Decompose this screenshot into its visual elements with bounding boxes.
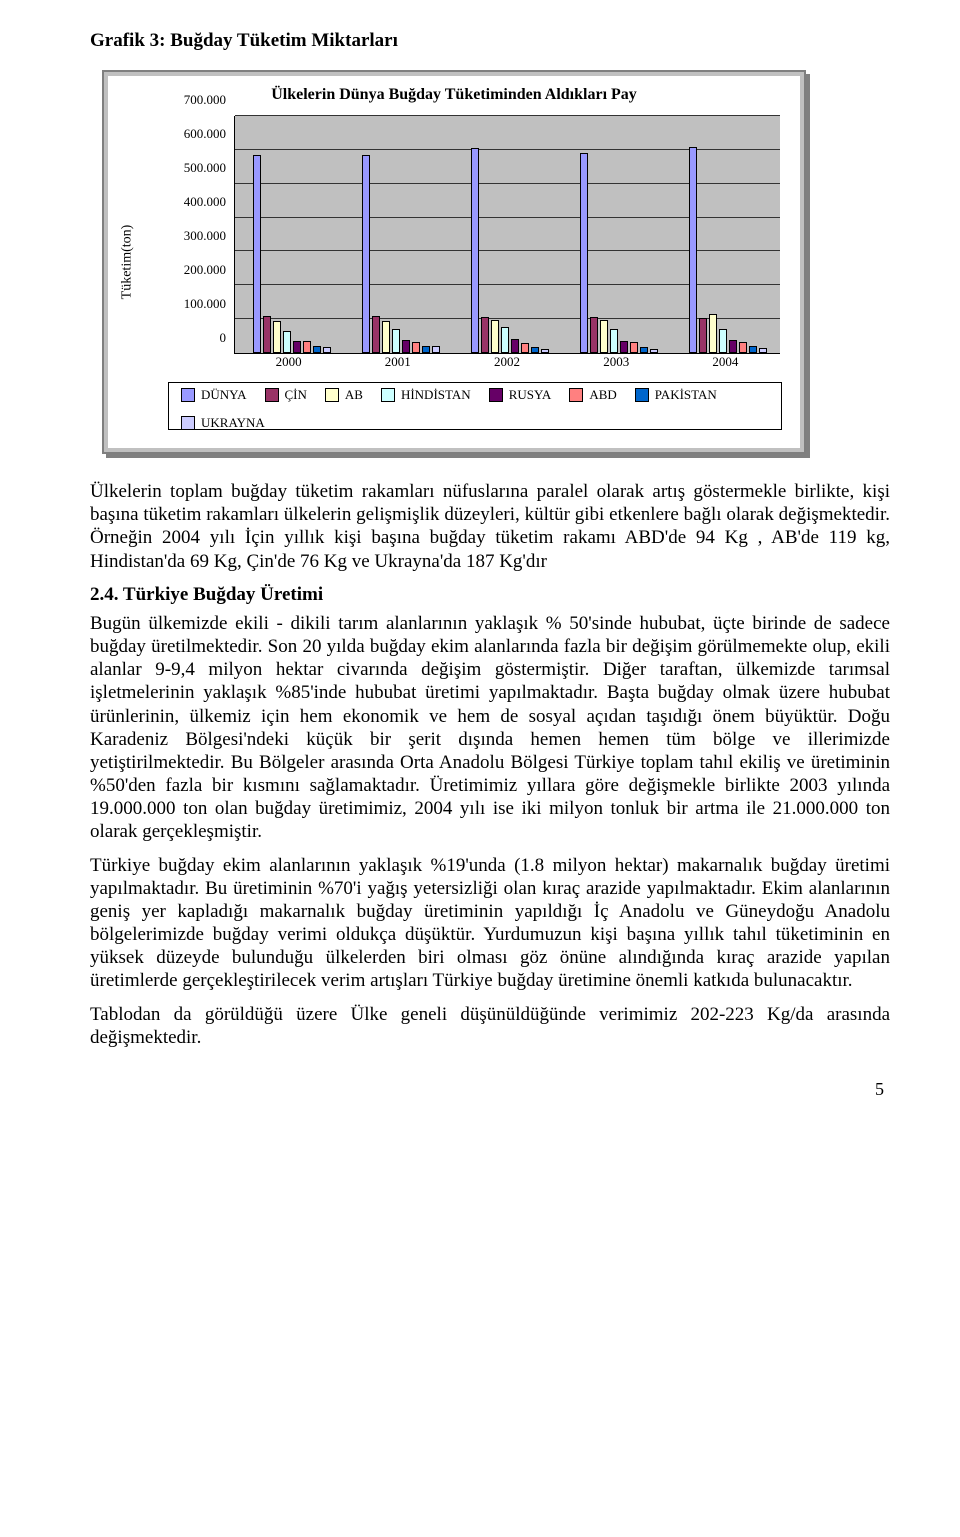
bar bbox=[511, 339, 519, 353]
legend-item: RUSYA bbox=[489, 387, 552, 403]
bar bbox=[729, 340, 737, 353]
bar bbox=[293, 341, 301, 353]
bar bbox=[749, 346, 757, 353]
bar bbox=[759, 348, 767, 353]
bar bbox=[689, 147, 697, 353]
bar bbox=[699, 318, 707, 353]
legend-label: PAKİSTAN bbox=[655, 387, 717, 403]
y-tick-label: 700.000 bbox=[184, 92, 226, 108]
y-tick-label: 300.000 bbox=[184, 228, 226, 244]
bar bbox=[273, 321, 281, 353]
legend-swatch bbox=[265, 388, 279, 402]
legend-label: UKRAYNA bbox=[201, 415, 265, 431]
y-tick-label: 500.000 bbox=[184, 160, 226, 176]
legend-swatch bbox=[635, 388, 649, 402]
bar bbox=[422, 346, 430, 353]
bar bbox=[531, 347, 539, 353]
paragraph-3: Türkiye buğday ekim alanlarının yaklaşık… bbox=[90, 854, 890, 993]
legend-item: HİNDİSTAN bbox=[381, 387, 471, 403]
bar-group bbox=[253, 155, 331, 353]
bar bbox=[630, 342, 638, 353]
legend-label: ÇİN bbox=[285, 387, 307, 403]
bar bbox=[402, 340, 410, 353]
legend-label: ABD bbox=[589, 387, 616, 403]
legend-item: UKRAYNA bbox=[181, 415, 265, 431]
bar bbox=[590, 317, 598, 353]
bar bbox=[600, 320, 608, 353]
y-tick-label: 600.000 bbox=[184, 126, 226, 142]
bar bbox=[541, 349, 549, 353]
y-tick-labels: 0 100.000 200.000 300.000 400.000 500.000 600.… bbox=[166, 116, 230, 354]
page-number: 5 bbox=[90, 1079, 890, 1100]
section-heading: 2.4. Türkiye Buğday Üretimi bbox=[90, 583, 890, 606]
bar bbox=[432, 346, 440, 353]
legend-item: AB bbox=[325, 387, 363, 403]
bar bbox=[739, 342, 747, 353]
bar bbox=[283, 331, 291, 353]
y-tick-label: 100.000 bbox=[184, 296, 226, 312]
legend-swatch bbox=[569, 388, 583, 402]
legend-item: ÇİN bbox=[265, 387, 307, 403]
x-tick-label: 2004 bbox=[712, 354, 738, 370]
bar-group bbox=[471, 148, 549, 353]
paragraph-2: Bugün ülkemizde ekili - dikili tarım ala… bbox=[90, 612, 890, 844]
y-tick-label: 400.000 bbox=[184, 194, 226, 210]
bar bbox=[719, 329, 727, 353]
bar bbox=[372, 316, 380, 353]
bar bbox=[481, 317, 489, 353]
paragraph-4: Tablodan da görüldüğü üzere Ülke geneli … bbox=[90, 1003, 890, 1049]
legend-label: AB bbox=[345, 387, 363, 403]
legend-swatch bbox=[489, 388, 503, 402]
bar bbox=[303, 341, 311, 353]
x-tick-label: 2003 bbox=[603, 354, 629, 370]
legend-swatch bbox=[325, 388, 339, 402]
y-axis-label: Tüketim(ton) bbox=[119, 225, 135, 300]
legend-swatch bbox=[181, 416, 195, 430]
legend-item: DÜNYA bbox=[181, 387, 247, 403]
chart-legend: DÜNYA ÇİN AB HİNDİSTAN RUSYA ABD PAKİSTAN UKRAY… bbox=[168, 382, 782, 430]
bar bbox=[620, 341, 628, 353]
x-tick-label: 2002 bbox=[494, 354, 520, 370]
bar-group bbox=[580, 153, 658, 353]
plot-area bbox=[234, 116, 780, 354]
bar-group bbox=[362, 155, 440, 353]
bar bbox=[253, 155, 261, 353]
bar bbox=[501, 327, 509, 353]
legend-swatch bbox=[381, 388, 395, 402]
bar bbox=[491, 320, 499, 353]
paragraph-1: Ülkelerin toplam buğday tüketim rakamlar… bbox=[90, 480, 890, 573]
bar bbox=[382, 321, 390, 353]
graphic-title: Grafik 3: Buğday Tüketim Miktarları bbox=[90, 30, 890, 52]
bar bbox=[709, 314, 717, 353]
bar bbox=[392, 329, 400, 353]
y-tick-label: 0 bbox=[220, 330, 227, 346]
bar bbox=[580, 153, 588, 353]
bar bbox=[263, 316, 271, 353]
x-tick-label: 2000 bbox=[276, 354, 302, 370]
grid-line bbox=[235, 115, 780, 116]
y-tick-label: 200.000 bbox=[184, 262, 226, 278]
bar bbox=[521, 343, 529, 353]
x-tick-label: 2001 bbox=[385, 354, 411, 370]
legend-label: HİNDİSTAN bbox=[401, 387, 471, 403]
x-labels: 2000 2001 2002 2003 2004 bbox=[234, 354, 780, 372]
legend-item: ABD bbox=[569, 387, 616, 403]
plot-wrap: 0 100.000 200.000 300.000 400.000 500.000 600.… bbox=[166, 116, 780, 372]
legend-label: RUSYA bbox=[509, 387, 552, 403]
bar bbox=[323, 347, 331, 353]
chart-container: Ülkelerin Dünya Buğday Tüketiminden Aldı… bbox=[102, 70, 806, 454]
bar bbox=[362, 155, 370, 353]
body-text: Ülkelerin toplam buğday tüketim rakamlar… bbox=[90, 480, 890, 1049]
bar bbox=[650, 349, 658, 353]
legend-label: DÜNYA bbox=[201, 387, 247, 403]
bar bbox=[471, 148, 479, 353]
bar-group bbox=[689, 147, 767, 353]
legend-item: PAKİSTAN bbox=[635, 387, 717, 403]
bar bbox=[610, 329, 618, 353]
bar bbox=[313, 346, 321, 353]
bar bbox=[412, 342, 420, 353]
legend-swatch bbox=[181, 388, 195, 402]
bar bbox=[640, 347, 648, 353]
